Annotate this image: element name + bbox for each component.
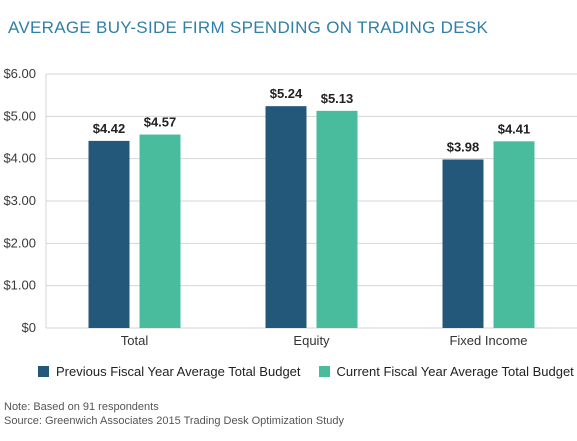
x-category-label: Total bbox=[121, 333, 149, 348]
source-text: Source: Greenwich Associates 2015 Tradin… bbox=[4, 415, 344, 427]
y-tick-label: $5.00 bbox=[3, 108, 36, 123]
y-tick-label: $4.00 bbox=[3, 151, 36, 166]
bar-current bbox=[139, 134, 181, 328]
data-label: $4.41 bbox=[498, 121, 531, 136]
legend-label-previous: Previous Fiscal Year Average Total Budge… bbox=[56, 364, 301, 379]
data-label: $5.24 bbox=[270, 86, 303, 101]
legend-item-previous: Previous Fiscal Year Average Total Budge… bbox=[38, 364, 301, 379]
bar-previous bbox=[88, 140, 130, 328]
legend-swatch-current bbox=[318, 366, 330, 377]
legend-item-current: Current Fiscal Year Average Total Budget bbox=[318, 364, 574, 379]
note-text: Note: Based on 91 respondents bbox=[4, 401, 159, 413]
legend-label-current: Current Fiscal Year Average Total Budget bbox=[336, 364, 574, 379]
x-category-label: Fixed Income bbox=[449, 333, 527, 348]
y-tick-label: $3.00 bbox=[3, 193, 36, 208]
chart-title: AVERAGE BUY-SIDE FIRM SPENDING ON TRADIN… bbox=[8, 18, 489, 37]
data-label: $4.57 bbox=[144, 115, 177, 130]
data-label: $3.98 bbox=[447, 140, 480, 155]
y-tick-label: $2.00 bbox=[3, 235, 36, 250]
x-category-label: Equity bbox=[293, 333, 330, 348]
y-tick-label: $6.00 bbox=[3, 66, 36, 81]
bar-current bbox=[493, 141, 535, 328]
y-tick-label: $1.00 bbox=[3, 278, 36, 293]
y-tick-label: $0 bbox=[22, 320, 36, 335]
bar-previous bbox=[265, 106, 307, 328]
data-label: $5.13 bbox=[321, 91, 354, 106]
bar-current bbox=[316, 110, 358, 328]
bar-previous bbox=[442, 159, 484, 328]
legend-swatch-previous bbox=[38, 366, 49, 377]
legend: Previous Fiscal Year Average Total Budge… bbox=[38, 364, 577, 379]
data-label: $4.42 bbox=[93, 121, 126, 136]
bar-chart: $0 $1.00 $2.00 $3.00 $4.00 $5.00 $6.00 $4.42 $4.… bbox=[3, 66, 577, 348]
footnotes: Note: Based on 91 respondents Source: Gr… bbox=[4, 400, 344, 428]
